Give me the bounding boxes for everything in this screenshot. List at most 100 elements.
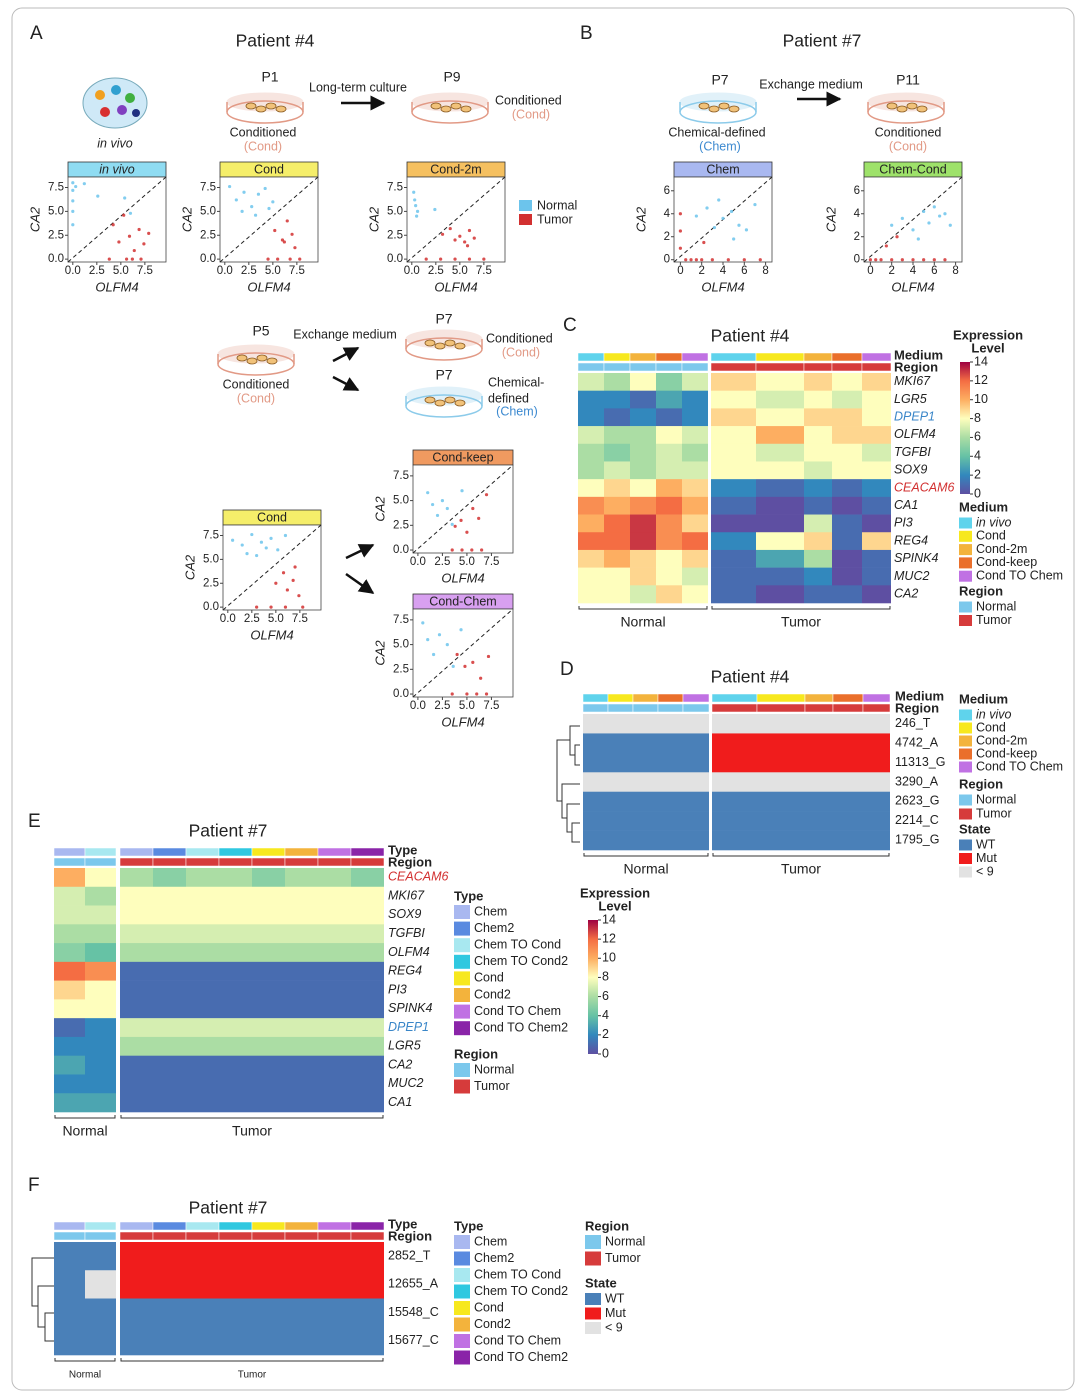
x-tick-label: 7.5	[483, 556, 499, 568]
cell	[424, 396, 436, 404]
heat-cell	[656, 373, 682, 391]
gene-label: CA2	[894, 586, 918, 600]
heat-cell	[682, 585, 708, 604]
heat-cell	[186, 1074, 219, 1094]
heat-cell	[805, 752, 833, 773]
label: C	[563, 315, 577, 336]
heat-cell	[318, 961, 351, 981]
heat-cell	[153, 1326, 186, 1356]
label: B	[580, 23, 593, 44]
x-tick-label: 6	[741, 265, 747, 277]
type-cell	[629, 352, 657, 362]
region-cell	[803, 362, 833, 372]
legend-label: Cond-keep	[976, 746, 1037, 760]
scale-tick-label: 14	[602, 912, 616, 926]
diagonal	[412, 464, 514, 554]
heat-cell	[54, 1326, 85, 1356]
point	[475, 692, 479, 696]
heat-cell	[120, 1036, 153, 1056]
heat-cell	[862, 426, 891, 445]
label: in vivo	[97, 136, 132, 150]
x-tick-label: 2.5	[428, 265, 444, 277]
label: Exchange medium	[293, 327, 397, 341]
heat-cell	[186, 943, 219, 963]
legend-label: in vivo	[976, 707, 1011, 721]
heat-cell	[711, 461, 756, 480]
heat-cell	[712, 791, 757, 812]
arrows	[332, 91, 842, 595]
plot-header-label: Cond-2m	[430, 162, 481, 176]
heat-cell	[186, 961, 219, 981]
region-cell	[152, 857, 187, 867]
type-cell	[284, 847, 319, 857]
heat-cell	[219, 1093, 252, 1113]
heat-cell	[54, 1074, 85, 1094]
label: (Chem)	[699, 139, 741, 153]
heat-cell	[186, 980, 219, 1000]
point	[256, 192, 261, 196]
point	[486, 654, 491, 659]
region-cell	[861, 362, 892, 372]
point	[437, 633, 442, 637]
heat-cell	[608, 811, 633, 831]
point	[922, 258, 926, 262]
cell	[246, 357, 258, 365]
cell	[906, 102, 918, 110]
point	[463, 664, 467, 668]
point	[271, 200, 275, 204]
gene-label: CA1	[894, 498, 918, 512]
legend-swatch	[454, 905, 470, 919]
region-cell	[185, 857, 220, 867]
region-cell	[682, 703, 710, 713]
plot-header-label: Cond-keep	[432, 450, 493, 464]
heat-cell	[318, 886, 351, 906]
cell	[434, 399, 446, 407]
legend-title: Region	[959, 583, 1003, 598]
heat-cell	[683, 830, 709, 851]
heat-cell	[54, 868, 85, 888]
point	[288, 257, 292, 261]
colorbar	[588, 920, 598, 1054]
heat-cell	[832, 426, 862, 445]
y-tick-label: 5.0	[387, 205, 403, 217]
point	[463, 240, 467, 244]
point	[702, 240, 706, 245]
point	[717, 198, 721, 202]
point	[274, 581, 278, 585]
point	[147, 231, 151, 235]
legend-swatch	[454, 1334, 470, 1348]
heat-cell	[863, 714, 890, 734]
x-tick-label: 7.5	[476, 265, 492, 277]
label: P9	[443, 69, 460, 85]
heat-cell	[85, 1055, 116, 1075]
heat-cell	[318, 1074, 351, 1094]
heat-cell	[153, 1093, 186, 1113]
region-cell	[831, 362, 863, 372]
point	[900, 216, 904, 220]
heat-cell	[756, 567, 804, 586]
gene-label: 2623_G	[895, 794, 939, 808]
point	[470, 548, 474, 552]
row-label: Region	[388, 854, 432, 869]
point	[228, 184, 232, 189]
heat-cell	[153, 924, 186, 944]
legend-swatch	[454, 1235, 470, 1249]
y-tick-label: 5.0	[200, 205, 216, 217]
row-label: Type	[388, 842, 417, 857]
heat-cell	[186, 1298, 219, 1328]
heat-cell	[578, 585, 604, 604]
point	[71, 223, 75, 227]
point	[242, 190, 246, 194]
type-cell	[84, 1221, 117, 1231]
point	[689, 258, 693, 262]
heat-cell	[252, 1093, 285, 1113]
heat-cell	[578, 514, 604, 533]
heat-cell	[633, 791, 658, 812]
region-cell	[632, 703, 659, 713]
x-tick-label: 7.5	[292, 613, 308, 625]
region-cell	[185, 1231, 220, 1241]
x-tick-label: 0.0	[410, 556, 426, 568]
plot-header-label: in vivo	[99, 162, 134, 176]
heat-cell	[153, 1270, 186, 1299]
legend-title: Region	[959, 776, 1003, 791]
